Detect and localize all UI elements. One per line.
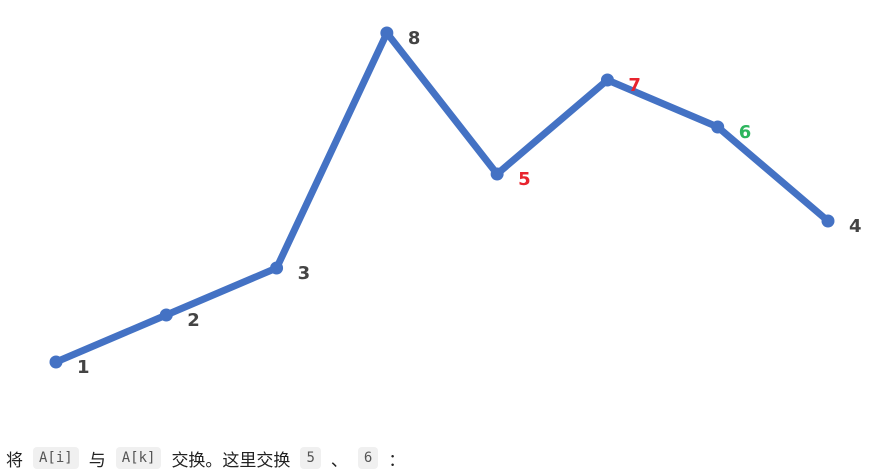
code-a-i: A[i] <box>33 447 79 469</box>
data-label-2: 2 <box>187 310 200 331</box>
data-label-3: 3 <box>298 263 311 284</box>
data-label-1: 1 <box>77 357 90 378</box>
data-label-7: 6 <box>739 122 752 143</box>
data-point-2 <box>159 308 173 322</box>
code-value-5: 5 <box>300 447 321 469</box>
series-line <box>52 29 832 366</box>
caption-text-3: 交换。这里交换 <box>171 450 291 471</box>
data-point-5 <box>490 167 504 181</box>
data-label-4: 8 <box>408 28 421 49</box>
caption: 将 A[i] 与 A[k] 交换。这里交换 5 、 6 ： <box>6 441 405 475</box>
line-diagram: 1 2 3 8 5 7 6 4 <box>49 26 862 378</box>
code-value-6: 6 <box>357 447 379 469</box>
data-point-6 <box>600 73 614 87</box>
data-point-7 <box>711 120 725 134</box>
data-label-6: 7 <box>628 75 641 96</box>
caption-text-1: 将 <box>6 450 23 471</box>
caption-text-2: 与 <box>88 450 106 471</box>
code-a-k: A[k] <box>115 447 162 469</box>
data-point-1 <box>49 355 63 369</box>
caption-text-4: 、 <box>330 450 348 471</box>
points-group <box>49 26 835 369</box>
labels-group: 1 2 3 8 5 7 6 4 <box>77 28 862 378</box>
data-point-3 <box>270 261 284 275</box>
caption-text-5: ： <box>388 450 406 471</box>
data-point-4 <box>380 26 394 40</box>
data-point-8 <box>821 214 835 228</box>
data-label-8: 4 <box>849 216 862 237</box>
data-label-5: 5 <box>518 169 531 190</box>
